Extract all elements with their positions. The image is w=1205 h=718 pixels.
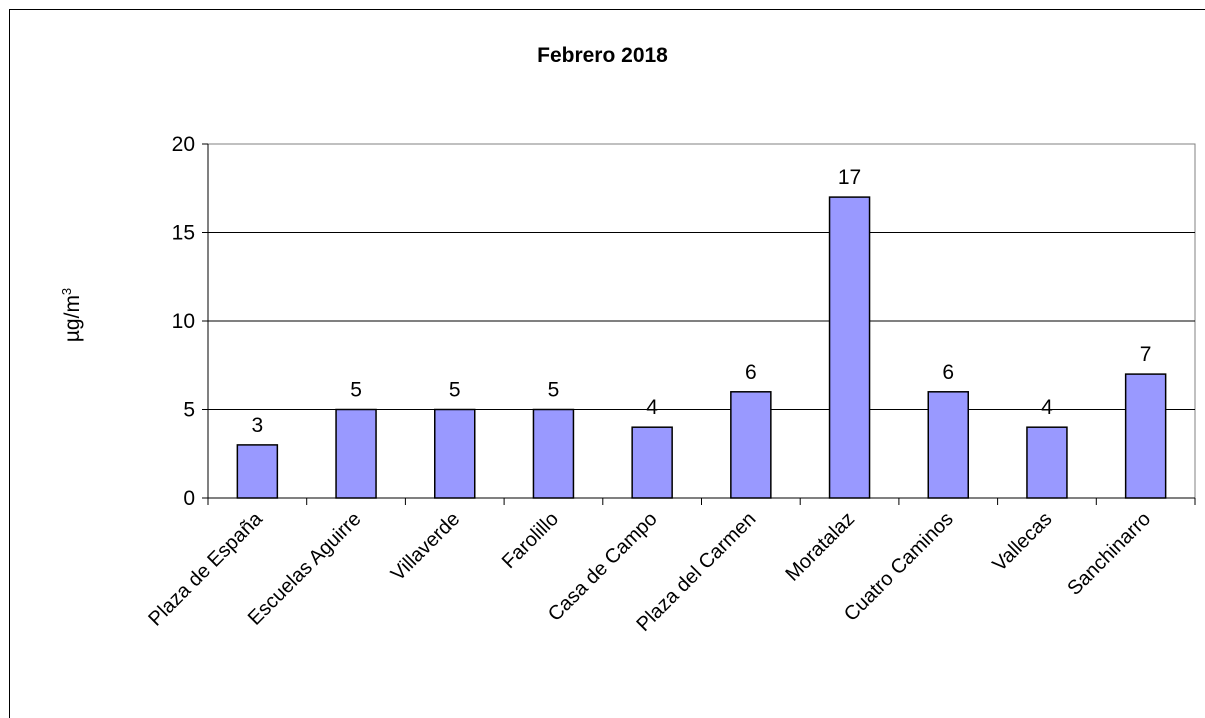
bar	[1126, 374, 1166, 498]
bar	[928, 392, 968, 498]
y-tick-label: 5	[183, 399, 195, 422]
y-tick-label: 20	[172, 133, 195, 156]
bar	[731, 392, 771, 498]
data-label: 3	[252, 414, 264, 437]
x-tick-label: Sanchinarro	[1063, 508, 1155, 600]
bar	[435, 410, 475, 499]
data-label: 4	[1041, 396, 1053, 419]
x-tick-label: Moratalaz	[781, 508, 859, 586]
data-label: 17	[838, 166, 861, 189]
x-tick-label: Vallecas	[989, 508, 1057, 576]
data-label: 6	[942, 361, 954, 384]
x-tick-label: Farolillo	[498, 508, 563, 573]
y-tick-label: 10	[172, 310, 195, 333]
bar	[1027, 427, 1067, 498]
data-label: 4	[646, 396, 658, 419]
y-tick-label: 15	[172, 222, 195, 245]
data-label: 5	[449, 379, 461, 402]
data-label: 6	[745, 361, 757, 384]
bar	[237, 445, 277, 498]
data-label: 5	[548, 379, 560, 402]
x-tick-label: Villaverde	[387, 508, 464, 585]
bar	[830, 197, 870, 498]
bar	[632, 427, 672, 498]
data-label: 5	[350, 379, 362, 402]
bar	[533, 410, 573, 499]
y-tick-label: 0	[183, 487, 195, 510]
data-label: 7	[1140, 343, 1152, 366]
x-tick-label: Cuatro Caminos	[840, 508, 958, 626]
bar	[336, 410, 376, 499]
